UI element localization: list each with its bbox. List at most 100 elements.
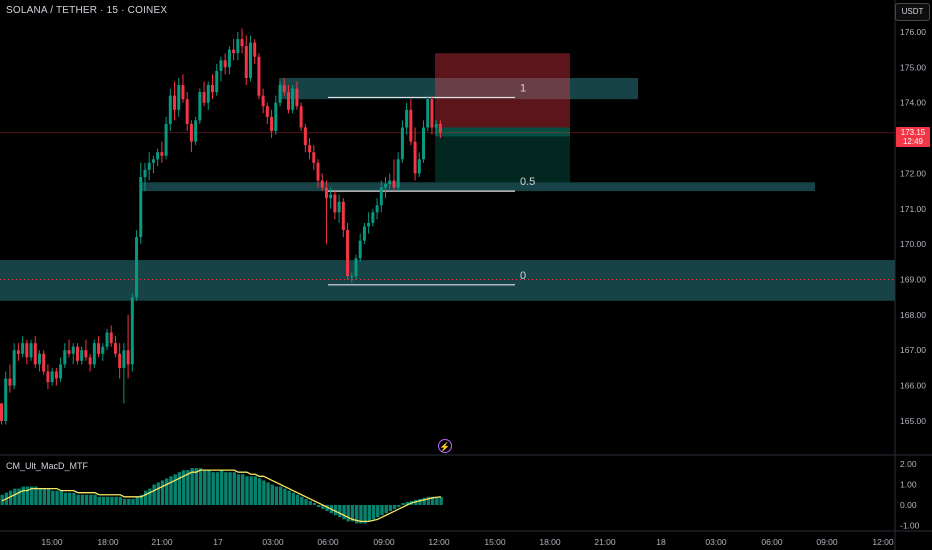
candle [135, 237, 139, 298]
macd-bar [181, 470, 186, 505]
candle [257, 56, 261, 96]
candle [227, 49, 231, 68]
candle [215, 70, 219, 93]
candle [316, 162, 320, 181]
macd-bar [203, 470, 207, 505]
candle [417, 159, 421, 174]
candle [270, 116, 274, 132]
macd-bar [253, 476, 258, 505]
currency-button[interactable]: USDT [895, 3, 930, 21]
macd-bar [287, 490, 291, 505]
macd-bar [93, 494, 97, 505]
fib-label: 1 [520, 82, 526, 94]
current-price-tag: 173.15 12:49 [896, 127, 930, 147]
candle [97, 343, 101, 354]
candle [333, 194, 337, 213]
macd-bar [266, 482, 270, 505]
macd-bar [68, 492, 72, 505]
candle [371, 212, 375, 223]
candle [156, 152, 160, 160]
macd-bar [76, 494, 80, 505]
candle [84, 350, 88, 358]
macd-bar [135, 496, 139, 505]
candle [312, 152, 316, 163]
macd-bar [245, 476, 249, 505]
macd-bar [207, 470, 211, 505]
candle [324, 187, 328, 199]
macd-bar [55, 490, 59, 505]
candle [29, 343, 33, 358]
candle [59, 364, 63, 379]
fib-label: 0.5 [520, 176, 535, 188]
candle [320, 180, 324, 188]
candle [118, 353, 122, 368]
candle [21, 343, 25, 354]
macd-bar [13, 488, 17, 505]
macd-bar [160, 480, 165, 505]
time-tick-label: 18:00 [539, 537, 561, 547]
macd-bar [376, 505, 380, 518]
candle [413, 141, 417, 174]
macd-bar [333, 505, 338, 516]
time-tick-label: 03:00 [705, 537, 727, 547]
candle [396, 159, 400, 188]
macd-bar [350, 505, 355, 522]
macd-bar [338, 505, 342, 518]
bar-countdown: 12:49 [902, 137, 924, 146]
candle [63, 350, 67, 365]
macd-bar [194, 468, 199, 505]
macd-bar [224, 472, 228, 505]
indicator-title[interactable]: CM_Ult_MacD_MTF [6, 461, 89, 471]
macd-bar [42, 488, 47, 505]
entry-band [435, 127, 570, 137]
macd-bar [422, 497, 426, 505]
candle [400, 127, 404, 160]
candle [232, 49, 236, 54]
macd-bar [308, 500, 312, 505]
macd-bar [228, 472, 232, 505]
price-tick-label: 167.00 [900, 345, 926, 355]
macd-bar [38, 488, 42, 505]
macd-bar [342, 505, 346, 520]
candle [308, 145, 312, 153]
symbol-title[interactable]: SOLANA / TETHER · 15 · COINEX [6, 5, 168, 16]
macd-tick-label: 1.00 [900, 480, 917, 490]
macd-bar [270, 484, 274, 505]
macd-bar [274, 486, 279, 505]
candle [341, 201, 345, 231]
time-tick-label: 21:00 [151, 537, 173, 547]
candle [362, 226, 366, 241]
candle [0, 403, 3, 421]
candle [202, 92, 206, 103]
candle [177, 85, 181, 110]
macd-bar [46, 488, 51, 505]
candle [160, 152, 164, 156]
fib-label: 0 [520, 270, 526, 282]
candle [126, 350, 130, 365]
candle [375, 205, 379, 213]
candle [75, 346, 79, 361]
macd-bar [401, 502, 405, 505]
macd-bar [34, 486, 38, 505]
candle [33, 343, 37, 365]
macd-bar [127, 498, 131, 505]
candle [198, 92, 202, 121]
macd-bar [354, 505, 359, 524]
macd-bar [321, 505, 325, 510]
candle [139, 176, 143, 238]
candle [379, 187, 383, 206]
macd-bar [165, 478, 169, 505]
candle [299, 106, 303, 128]
macd-tick-label: -1.00 [900, 521, 920, 531]
current-price: 173.15 [900, 128, 926, 137]
candle [122, 350, 126, 368]
macd-bar [300, 496, 304, 505]
macd-bar [97, 496, 101, 505]
macd-bar [8, 490, 13, 505]
time-tick-label: 18 [656, 537, 666, 547]
candle [430, 99, 434, 128]
candle [409, 109, 413, 142]
macd-bar [177, 472, 182, 505]
lightning-icon[interactable]: ⚡ [438, 439, 452, 453]
